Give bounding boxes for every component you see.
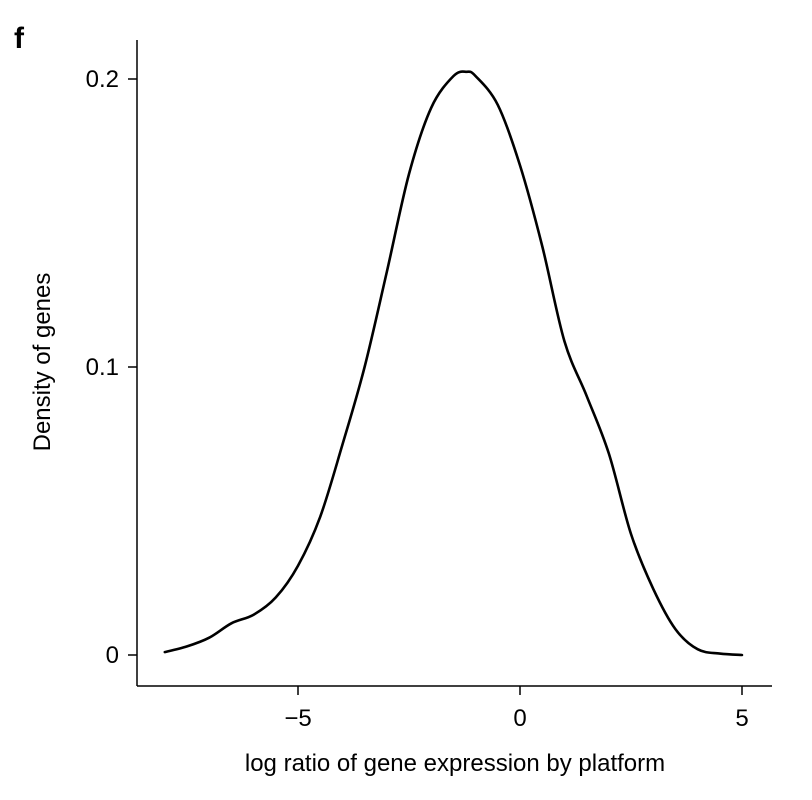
x-tick-label: 5 [735,705,748,732]
y-axis-ticks: 0 0.1 0.2 [86,66,137,669]
y-tick-label: 0 [106,642,119,669]
x-tick-label: −5 [284,705,311,732]
y-tick-label: 0.2 [86,66,119,93]
x-axis-ticks: −5 0 5 [284,686,749,732]
x-axis-title: log ratio of gene expression by platform [245,750,665,777]
y-tick-label: 0.1 [86,354,119,381]
panel-label: f [14,22,25,55]
y-axis-title: Density of genes [29,273,56,452]
x-tick-label: 0 [513,705,526,732]
density-curve [163,70,744,657]
